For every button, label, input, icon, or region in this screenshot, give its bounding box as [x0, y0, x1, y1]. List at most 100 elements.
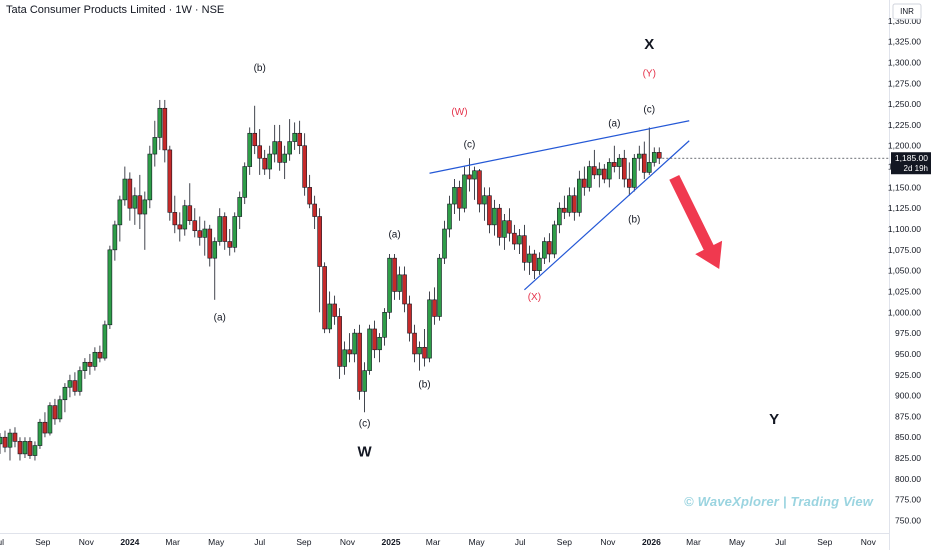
candle-body [582, 178, 587, 188]
candle-body [602, 168, 607, 180]
candle-body [267, 153, 272, 170]
candle-body [132, 195, 138, 209]
y-tick-label: 1,000.00 [888, 307, 921, 317]
candle-body [547, 241, 552, 255]
y-tick-label: 975.00 [895, 328, 921, 338]
candle-body [377, 336, 382, 351]
candle-body [142, 199, 148, 215]
x-tick-label: Nov [340, 537, 356, 547]
candle-body [517, 235, 522, 245]
candle-body [247, 132, 253, 167]
candle-body [322, 266, 327, 330]
candle-body [522, 235, 527, 263]
wave-label: (W) [451, 107, 467, 118]
candle-body [47, 405, 53, 434]
x-tick-label: Sep [817, 537, 832, 547]
candle-body [2, 436, 8, 448]
x-tick-label: Nov [861, 537, 877, 547]
price-tag-box [891, 152, 931, 175]
candle-body [592, 166, 597, 176]
y-tick-label: 1,225.00 [888, 120, 921, 130]
candle-body [172, 212, 178, 226]
x-tick-label: Nov [600, 537, 616, 547]
y-tick-label: 1,350.00 [888, 16, 921, 26]
candle-body [646, 162, 652, 173]
candle-body [72, 380, 78, 392]
candle-body [636, 153, 642, 159]
wave-label: (X) [528, 292, 541, 303]
y-tick-label: 1,050.00 [888, 266, 921, 276]
candle-body [192, 220, 198, 231]
candle-body [37, 421, 43, 446]
candle-body [577, 178, 582, 213]
candle-body [262, 157, 268, 170]
watermark: © WaveXplorer | Trading View [684, 494, 874, 509]
price-tag-value: 1,185.00 [895, 153, 928, 163]
candle-body [187, 205, 193, 221]
currency-box [892, 3, 922, 20]
y-tick-label: 1,250.00 [888, 99, 921, 109]
x-tick-label: May [729, 537, 746, 547]
candle-body [277, 141, 282, 163]
candle-body [62, 386, 68, 401]
candle-body [307, 187, 312, 205]
candle-body [217, 216, 223, 242]
wave-label: W [358, 443, 373, 460]
y-tick-label: 875.00 [895, 411, 921, 421]
x-tick-label: Jul [0, 537, 4, 547]
candle-body [512, 232, 517, 245]
candle-body [472, 170, 477, 180]
candle-body [432, 299, 437, 317]
candle-body [82, 361, 88, 371]
candle-body [112, 224, 118, 251]
wave-label: Y [769, 411, 779, 428]
candle-body [122, 178, 128, 201]
x-tick-label: Sep [296, 537, 311, 547]
y-tick-label: 1,100.00 [888, 224, 921, 234]
candle-body [532, 253, 537, 271]
candle-body [437, 257, 442, 317]
x-tick-label: Jul [775, 537, 786, 547]
candle-body [257, 145, 263, 159]
candle-body [342, 349, 347, 367]
candle-body [407, 303, 412, 334]
candle-body [147, 153, 153, 201]
candle-body [197, 230, 203, 238]
candle-body [302, 145, 307, 188]
candle-body [422, 346, 427, 359]
candle-body [57, 399, 63, 420]
candle-body [287, 141, 292, 155]
candle-body [442, 228, 447, 259]
candle-body [12, 432, 18, 442]
candle-body [317, 216, 322, 267]
x-tick-label: Mar [426, 537, 441, 547]
candle-body [32, 445, 38, 456]
candle-body [337, 316, 342, 367]
wave-label: (b) [254, 63, 266, 74]
y-tick-label: 1,025.00 [888, 286, 921, 296]
x-tick-label: Mar [165, 537, 180, 547]
candle-body [242, 166, 248, 198]
candle-body [372, 328, 377, 351]
candle-body [127, 178, 133, 209]
candle-body [332, 303, 337, 317]
candle-body [282, 153, 287, 163]
candle-body [202, 228, 208, 238]
candle-body [357, 332, 362, 392]
candle-body [452, 187, 457, 205]
y-tick-label: 750.00 [895, 516, 921, 526]
candle-body [607, 162, 612, 180]
candle-body [252, 132, 258, 147]
candle-body [542, 241, 547, 259]
y-tick-label: 1,075.00 [888, 245, 921, 255]
currency-label: INR [900, 7, 914, 16]
x-tick-label: Sep [35, 537, 50, 547]
candle-body [487, 195, 492, 226]
x-tick-label: May [469, 537, 486, 547]
candle-body [492, 207, 497, 226]
candle-body [27, 441, 33, 456]
candle-body [537, 257, 542, 271]
candle-body [477, 170, 482, 205]
